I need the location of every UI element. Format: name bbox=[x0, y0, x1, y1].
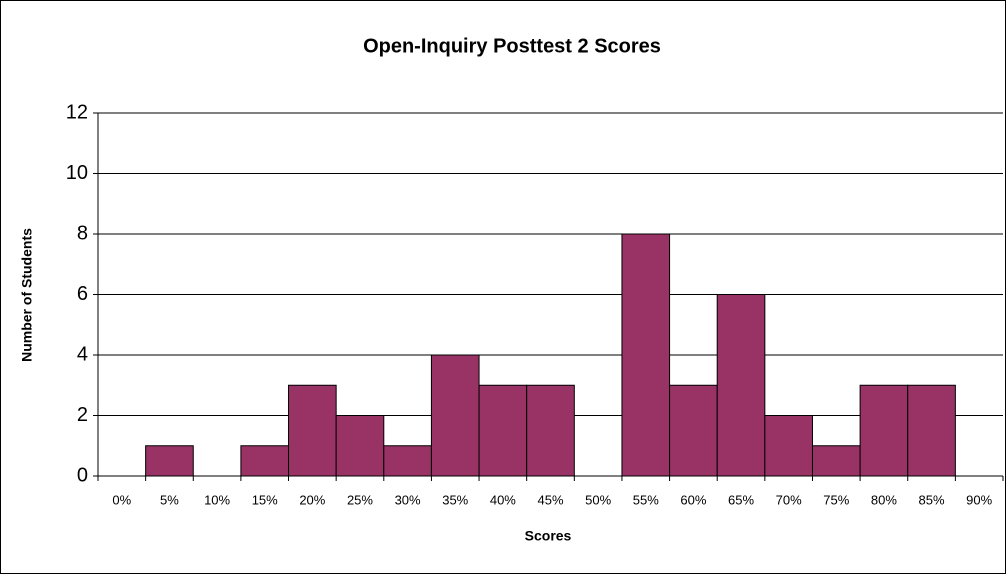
bar bbox=[764, 415, 813, 477]
x-tick-label: 70% bbox=[776, 492, 802, 507]
y-axis-label: Number of Students bbox=[19, 228, 35, 362]
y-tick-label: 0 bbox=[77, 464, 88, 486]
bar bbox=[621, 233, 671, 477]
x-axis-label: Scores bbox=[525, 528, 572, 544]
bar bbox=[288, 384, 337, 477]
x-tick-label: 55% bbox=[633, 492, 659, 507]
x-tick-label: 90% bbox=[966, 492, 992, 507]
bar bbox=[430, 354, 480, 477]
x-tick-label: 20% bbox=[299, 492, 325, 507]
bar bbox=[526, 384, 575, 477]
x-tick-label: 35% bbox=[442, 492, 468, 507]
x-tick-label: 80% bbox=[871, 492, 897, 507]
bar bbox=[335, 415, 385, 477]
bar bbox=[907, 384, 956, 477]
bar bbox=[240, 445, 290, 477]
x-tick-label: 60% bbox=[680, 492, 706, 507]
x-tick-label: 40% bbox=[490, 492, 516, 507]
x-tick-label: 75% bbox=[823, 492, 849, 507]
y-tick-label: 6 bbox=[77, 283, 88, 305]
x-tick-label: 50% bbox=[585, 492, 611, 507]
chart-title: Open-Inquiry Posttest 2 Scores bbox=[363, 35, 661, 57]
x-tick-label: 25% bbox=[347, 492, 373, 507]
bar bbox=[383, 445, 432, 477]
bar bbox=[145, 445, 194, 477]
x-tick-label: 10% bbox=[204, 492, 230, 507]
bar bbox=[811, 445, 861, 477]
bar bbox=[716, 294, 766, 477]
y-tick-label: 2 bbox=[77, 404, 88, 426]
y-tick-label: 4 bbox=[77, 343, 88, 365]
bar bbox=[478, 384, 528, 477]
x-tick-label: 15% bbox=[252, 492, 278, 507]
x-tick-label: 0% bbox=[112, 492, 131, 507]
x-tick-label: 30% bbox=[395, 492, 421, 507]
x-tick-label: 85% bbox=[919, 492, 945, 507]
x-tick-label: 65% bbox=[728, 492, 754, 507]
bar bbox=[669, 384, 718, 477]
y-tick-label: 12 bbox=[66, 101, 88, 123]
y-tick-label: 10 bbox=[66, 162, 88, 184]
x-tick-label: 5% bbox=[160, 492, 179, 507]
y-tick-label: 8 bbox=[77, 222, 88, 244]
x-tick-label: 45% bbox=[537, 492, 563, 507]
bar bbox=[859, 384, 909, 477]
